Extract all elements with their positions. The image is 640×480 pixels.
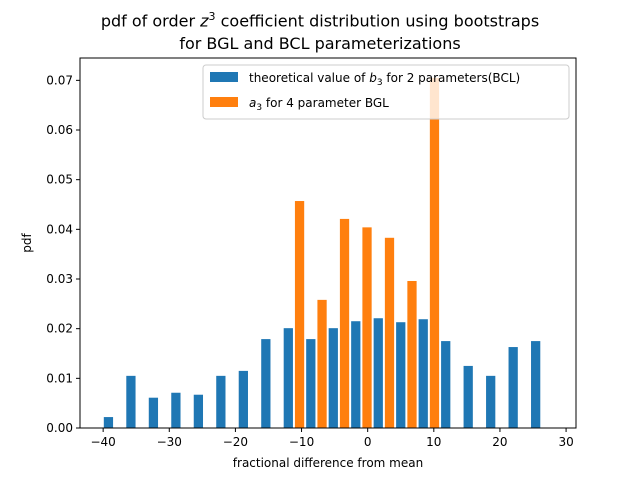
- bar-series-1-2: [339, 218, 350, 428]
- legend: theoretical value of b3 for 2 parameters…: [202, 64, 570, 120]
- x-tick-label: −20: [223, 435, 248, 449]
- bar-series-0-13: [396, 322, 406, 428]
- bar-series-1-5: [407, 280, 417, 428]
- bar-series-0-10: [328, 328, 338, 428]
- chart-title-line-1: pdf of order z3 coefficient distribution…: [0, 10, 640, 30]
- bar-series-1-1: [317, 299, 327, 428]
- x-tick-label: 10: [426, 435, 441, 449]
- bar-series-0-0: [103, 417, 114, 428]
- x-tick-label: −40: [90, 435, 115, 449]
- y-tick-label: 0.04: [46, 222, 73, 236]
- bar-series-0-9: [306, 339, 316, 428]
- x-tick-label: 0: [364, 435, 372, 449]
- legend-box: [202, 64, 570, 120]
- y-tick-label: 0.02: [46, 322, 73, 336]
- x-axis: −40 −30 −20 −10 0 10 20 30: [90, 428, 574, 449]
- bar-series-0-8: [283, 328, 293, 428]
- y-axis: 0.00 0.01 0.02 0.03 0.04 0.05 0.06 0.07: [46, 73, 80, 435]
- x-tick-label: −30: [157, 435, 182, 449]
- y-tick-label: 0.00: [46, 421, 73, 435]
- bar-series-0-17: [486, 375, 496, 428]
- plot-frame: [79, 57, 577, 429]
- bar-series-0-4: [193, 394, 204, 428]
- bars-layer: [103, 77, 541, 429]
- legend-bcl-sub: 3: [377, 78, 383, 88]
- legend-bgl-var: a: [249, 96, 256, 110]
- legend-label-bgl: a3 for 4 parameter BGL: [249, 96, 389, 113]
- legend-swatch-bcl: [210, 72, 238, 82]
- legend-bcl-suffix: for 2 parameters(BCL): [383, 71, 521, 85]
- y-tick-label: 0.05: [46, 173, 73, 187]
- bar-series-0-3: [171, 392, 181, 428]
- y-tick-label: 0.07: [46, 73, 73, 87]
- title-suffix: coefficient distribution using bootstrap…: [215, 11, 540, 31]
- bar-series-0-19: [531, 341, 541, 428]
- bar-series-0-1: [126, 375, 136, 428]
- x-tick-label: 20: [492, 435, 507, 449]
- y-tick-label: 0.06: [46, 123, 73, 137]
- bar-series-1-3: [362, 227, 372, 428]
- y-tick-label: 0.01: [46, 371, 73, 385]
- chart-title-line-2: for BGL and BCL parameterizations: [179, 34, 461, 53]
- bar-series-0-2: [148, 397, 159, 428]
- bar-series-1-6: [429, 77, 440, 429]
- bar-series-0-15: [441, 341, 451, 428]
- y-tick-label: 0.03: [46, 272, 73, 286]
- legend-swatch-bgl: [210, 97, 238, 107]
- bar-series-0-18: [508, 347, 518, 428]
- bar-series-0-16: [463, 365, 473, 428]
- legend-bcl-var: b: [369, 71, 377, 85]
- x-tick-label: 30: [558, 435, 573, 449]
- title-prefix: pdf of order: [100, 11, 201, 31]
- title-variable: z: [200, 11, 209, 31]
- bar-series-0-6: [238, 370, 248, 428]
- title-exponent: 3: [208, 10, 216, 23]
- x-axis-label: fractional difference from mean: [233, 456, 423, 470]
- legend-label-bcl: theoretical value of b3 for 2 parameters…: [249, 71, 520, 88]
- legend-bcl-prefix: theoretical value of: [249, 71, 369, 85]
- bar-series-1-0: [294, 201, 305, 428]
- legend-bgl-sub: 3: [256, 103, 262, 113]
- bar-series-0-14: [418, 319, 428, 428]
- bar-series-0-7: [261, 339, 271, 428]
- x-tick-label: −10: [289, 435, 314, 449]
- legend-bgl-suffix: for 4 parameter BGL: [262, 96, 389, 110]
- y-axis-label: pdf: [20, 233, 34, 253]
- bar-series-1-4: [384, 237, 395, 428]
- bar-series-0-12: [373, 318, 383, 428]
- bar-series-0-11: [351, 321, 361, 428]
- bar-series-0-5: [216, 375, 226, 428]
